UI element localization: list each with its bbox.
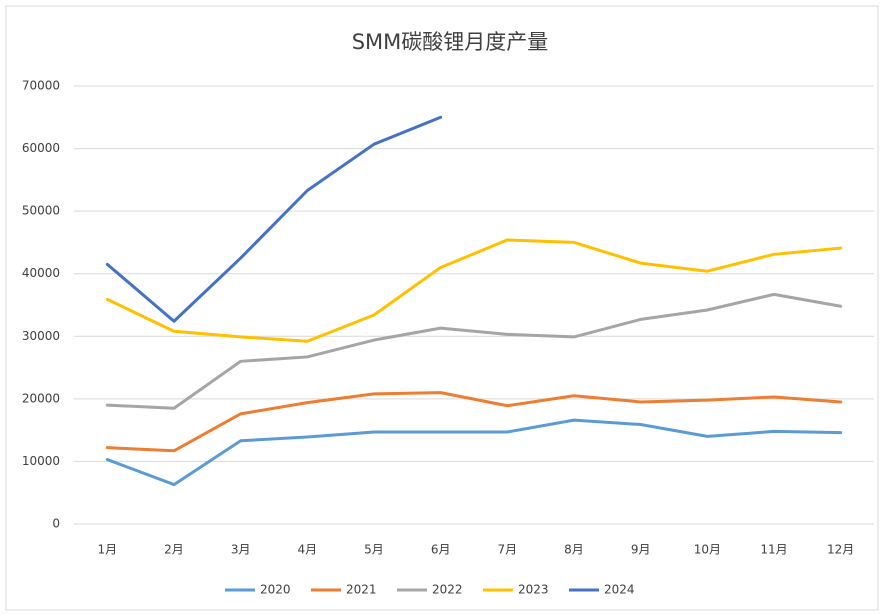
y-tick-label: 30000 <box>22 329 60 343</box>
series-line <box>105 391 843 453</box>
x-tick-label: 10月 <box>694 543 721 557</box>
y-tick-label: 60000 <box>22 141 60 155</box>
x-tick-label: 7月 <box>498 543 518 557</box>
legend-label: 2022 <box>432 583 463 597</box>
chart-frame <box>5 5 879 611</box>
legend-label: 2021 <box>346 583 377 597</box>
series-line <box>105 115 443 323</box>
x-tick-label: 1月 <box>98 543 118 557</box>
series-line <box>105 292 843 410</box>
x-tick-label: 3月 <box>231 543 251 557</box>
y-tick-label: 10000 <box>22 454 60 468</box>
x-tick-label: 2月 <box>164 543 184 557</box>
y-tick-label: 40000 <box>22 266 60 280</box>
x-tick-label: 5月 <box>364 543 384 557</box>
x-tick-label: 6月 <box>431 543 451 557</box>
y-tick-label: 20000 <box>22 391 60 405</box>
x-tick-label: 12月 <box>827 543 854 557</box>
legend-label: 2024 <box>604 583 635 597</box>
x-tick-label: 8月 <box>564 543 584 557</box>
chart-title: SMM碳酸锂月度产量 <box>352 30 549 54</box>
legend-label: 2023 <box>518 583 549 597</box>
x-tick-label: 4月 <box>298 543 318 557</box>
y-tick-label: 0 <box>52 517 60 531</box>
x-tick-label: 11月 <box>760 543 787 557</box>
legend-label: 2020 <box>260 583 291 597</box>
y-tick-label: 50000 <box>22 204 60 218</box>
x-tick-label: 9月 <box>631 543 651 557</box>
y-tick-label: 70000 <box>22 79 60 93</box>
series-line <box>105 418 843 487</box>
series-line <box>105 238 843 343</box>
